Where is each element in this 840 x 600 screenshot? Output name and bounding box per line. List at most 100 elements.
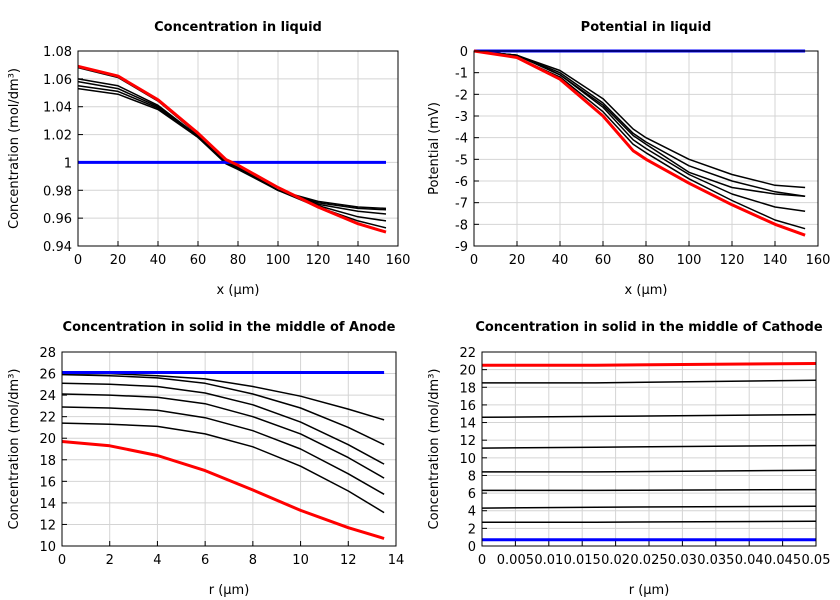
series-line-2 [61, 373, 385, 446]
y-tick-label: 0.94 [43, 240, 72, 255]
chart-2: Potential in liquid x (µm) Potential (mV) 0… [427, 20, 830, 298]
series-line-5 [77, 87, 387, 229]
series-line-4 [61, 393, 385, 479]
x-tick-label: 14 [388, 553, 405, 568]
series-line-2 [473, 50, 806, 197]
x-tick-label: 0 [74, 253, 82, 268]
x-tick-label: 40 [150, 253, 167, 268]
x-tick-label: 20 [509, 253, 526, 268]
plot-frame [61, 351, 397, 547]
x-tick-label: 0.04 [735, 553, 764, 568]
series-line-9 [482, 362, 817, 367]
plot-frame [77, 50, 399, 247]
y-tick-label: 22 [39, 411, 56, 426]
y-axis-label: Potential (mV) [427, 102, 442, 195]
y-tick-label: 10 [39, 540, 56, 555]
y-tick-label: 1.04 [43, 101, 72, 116]
chart-4: Concentration in solid in the middle of … [427, 320, 830, 598]
x-tick-label: 8 [249, 553, 257, 568]
chart-title: Concentration in solid in the middle of … [63, 320, 396, 335]
x-axis-label: x (µm) [217, 283, 260, 298]
x-tick-label: 10 [292, 553, 309, 568]
y-tick-label: 14 [39, 497, 56, 512]
y-tick-label: 1.08 [43, 45, 72, 60]
y-tick-label: 2 [468, 522, 476, 537]
y-tick-label: 24 [39, 389, 56, 404]
x-tick-label: 80 [638, 253, 655, 268]
y-tick-label: 1 [64, 156, 72, 171]
y-tick-label: 16 [39, 475, 56, 490]
series-line-5 [482, 488, 817, 492]
y-tick-label: 18 [459, 381, 476, 396]
y-tick-label: 22 [459, 346, 476, 361]
x-axis-label: r (µm) [209, 583, 250, 598]
y-tick-label: 0 [468, 540, 476, 555]
x-tick-label: 160 [806, 253, 831, 268]
y-tick-label: 4 [468, 505, 476, 520]
y-tick-label: -9 [455, 240, 468, 255]
x-tick-label: 0.035 [697, 553, 734, 568]
y-tick-label: -2 [455, 88, 468, 103]
y-tick-label: -1 [455, 67, 468, 82]
x-axis-label: r (µm) [629, 583, 670, 598]
x-tick-label: 100 [677, 253, 702, 268]
series-line-2 [481, 413, 817, 419]
y-tick-label: -6 [455, 175, 468, 190]
x-tick-label: 0.025 [630, 553, 667, 568]
x-tick-label: 0.05 [802, 553, 831, 568]
x-tick-label: 0 [470, 253, 478, 268]
x-tick-label: 0.045 [764, 553, 801, 568]
x-tick-label: 140 [763, 253, 788, 268]
x-tick-label: 0.01 [534, 553, 563, 568]
x-tick-label: 12 [340, 553, 357, 568]
x-tick-label: 80 [230, 253, 247, 268]
y-tick-label: 1.06 [43, 73, 72, 88]
x-tick-label: 0 [478, 553, 486, 568]
series-line-3 [77, 80, 387, 215]
x-tick-label: 0.015 [564, 553, 601, 568]
series-line-1 [473, 50, 806, 189]
y-axis-label: Concentration (mol/dm³) [7, 68, 22, 229]
x-tick-label: 0 [58, 553, 66, 568]
x-tick-label: 60 [190, 253, 207, 268]
series-line-5 [61, 406, 385, 495]
chart-title: Potential in liquid [581, 20, 712, 35]
chart-3: Concentration in solid in the middle of … [7, 320, 404, 598]
x-tick-label: 40 [552, 253, 569, 268]
y-tick-label: -7 [455, 197, 468, 212]
series-line-3 [481, 444, 817, 449]
series-line-7 [482, 520, 817, 523]
y-tick-label: 6 [468, 487, 476, 502]
x-tick-label: 100 [266, 253, 291, 268]
y-tick-label: -3 [455, 110, 468, 125]
y-tick-label: 0.96 [43, 212, 72, 227]
series-line-4 [482, 469, 817, 473]
y-tick-label: 10 [459, 452, 476, 467]
y-tick-label: 1.02 [43, 129, 72, 144]
x-tick-label: 120 [720, 253, 745, 268]
x-axis-label: x (µm) [625, 283, 668, 298]
series-line-6 [481, 505, 817, 509]
x-tick-label: 140 [346, 253, 371, 268]
y-axis-label: Concentration (mol/dm³) [7, 369, 22, 530]
x-tick-label: 0.03 [668, 553, 697, 568]
x-tick-label: 2 [106, 553, 114, 568]
y-tick-label: 18 [39, 454, 56, 469]
y-axis-label: Concentration (mol/dm³) [427, 369, 442, 530]
series-line-7 [473, 49, 806, 237]
y-tick-label: 28 [39, 346, 56, 361]
y-tick-label: 26 [39, 368, 56, 383]
y-tick-label: 14 [459, 417, 476, 432]
y-tick-label: -4 [455, 132, 468, 147]
x-tick-label: 4 [153, 553, 161, 568]
y-tick-label: 0 [460, 45, 468, 60]
series-line-4 [473, 50, 806, 213]
x-tick-label: 20 [110, 253, 127, 268]
x-tick-label: 160 [386, 253, 411, 268]
y-tick-label: 0.98 [43, 184, 72, 199]
series-line-4 [77, 85, 387, 222]
series-line-3 [61, 382, 385, 465]
series-line-1 [482, 379, 817, 384]
x-tick-label: 60 [595, 253, 612, 268]
